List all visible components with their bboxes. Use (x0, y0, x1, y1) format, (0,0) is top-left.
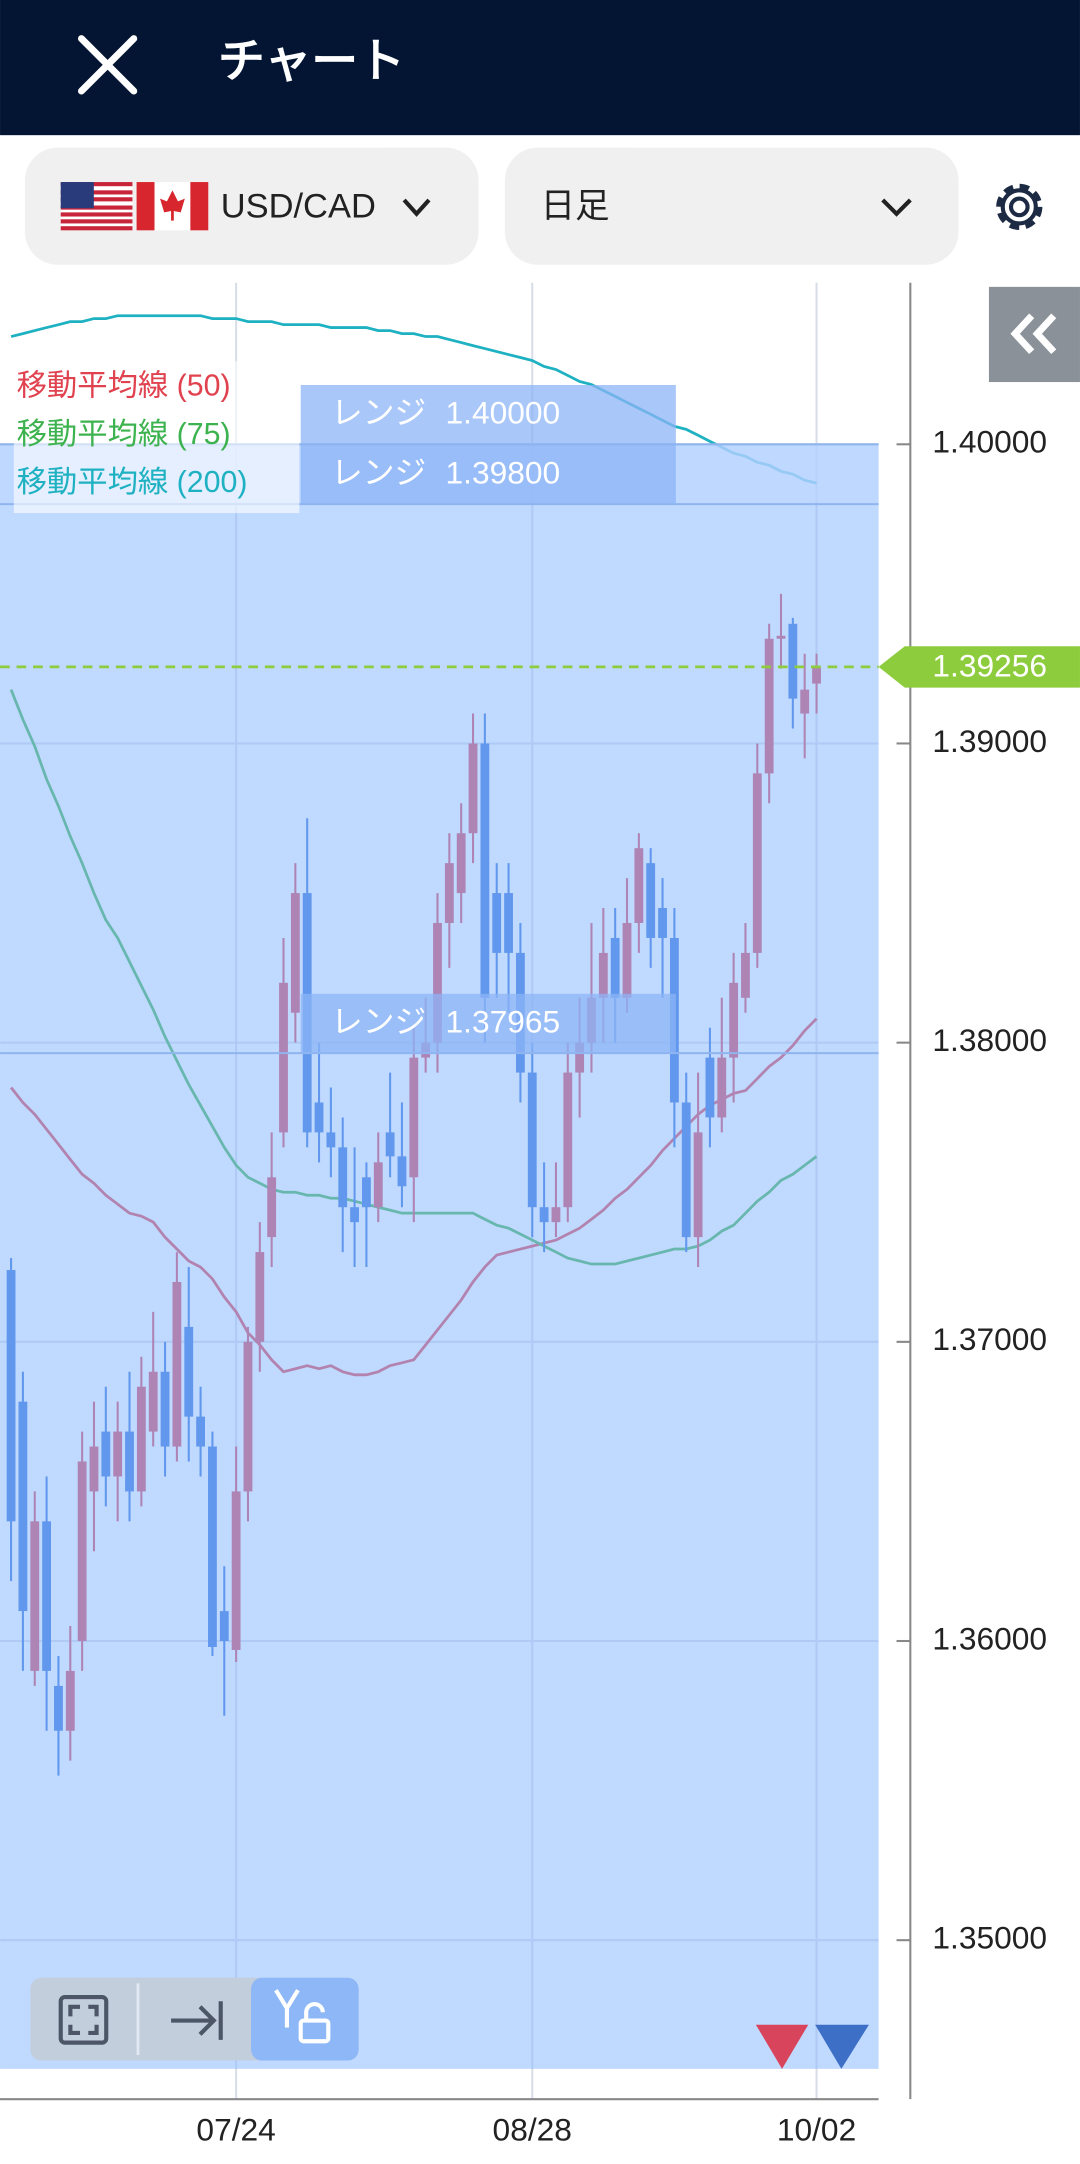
chevron (402, 198, 431, 217)
y-tick-label: 1.37000 (932, 1321, 1047, 1357)
chart: 1.35000 1.36000 1.37000 1.38000 1.39000 1.400… (0, 282, 1080, 2148)
range-label-box (300, 384, 676, 445)
fullscreen-button[interactable] (58, 1995, 109, 2045)
buy-marker (815, 2024, 869, 2069)
y-tick-label: 1.38000 (932, 1022, 1047, 1058)
range-label-box (300, 993, 676, 1054)
y-tick-label: 1.39000 (932, 723, 1047, 759)
y-tick-label: 1.36000 (932, 1620, 1047, 1656)
sell-marker (755, 2024, 809, 2069)
x-tick-label: 10/02 (777, 2112, 856, 2148)
us-flag (60, 182, 133, 231)
legend-entry: 移動平均線 (50) (17, 369, 231, 403)
ca-flag (136, 182, 209, 231)
moving-average-line (10, 314, 817, 485)
range-label: レンジ (331, 455, 426, 491)
pair-selector[interactable]: USD/CAD (24, 147, 479, 265)
x-tick-label: 07/24 (196, 2112, 275, 2148)
collapse-button[interactable] (988, 286, 1080, 383)
range-label-box (300, 444, 676, 505)
y-tick-label: 1.40000 (932, 424, 1047, 460)
current-price-tag (878, 646, 1080, 688)
range-label: レンジ (331, 395, 426, 431)
timeframe-selector[interactable]: 日足 (504, 147, 959, 265)
current-price-label: 1.39256 (932, 648, 1047, 684)
legend-entry: 移動平均線 (75) (17, 417, 231, 451)
close-button[interactable] (77, 35, 138, 95)
range-area (0, 444, 879, 2069)
settings-button[interactable] (996, 183, 1043, 230)
chevron (881, 198, 912, 217)
page-title: チャート (218, 35, 405, 87)
range-label: レンジ (331, 1004, 426, 1040)
range-value: 1.40000 (446, 395, 561, 431)
range-value: 1.37965 (446, 1004, 561, 1040)
pair-label: USD/CAD (221, 187, 376, 225)
y-tick-label: 1.35000 (932, 1920, 1047, 1956)
app-bar (0, 0, 1080, 136)
legend-entry: 移動平均線 (200) (17, 465, 248, 499)
legend-box (13, 361, 300, 514)
scroll-end-button[interactable] (171, 2001, 223, 2040)
x-tick-label: 08/28 (493, 2112, 572, 2148)
range-value: 1.39800 (446, 455, 561, 491)
chart-toolbar (30, 1977, 359, 2061)
y-lock-button[interactable] (274, 1989, 331, 2044)
timeframe-label: 日足 (541, 187, 610, 225)
